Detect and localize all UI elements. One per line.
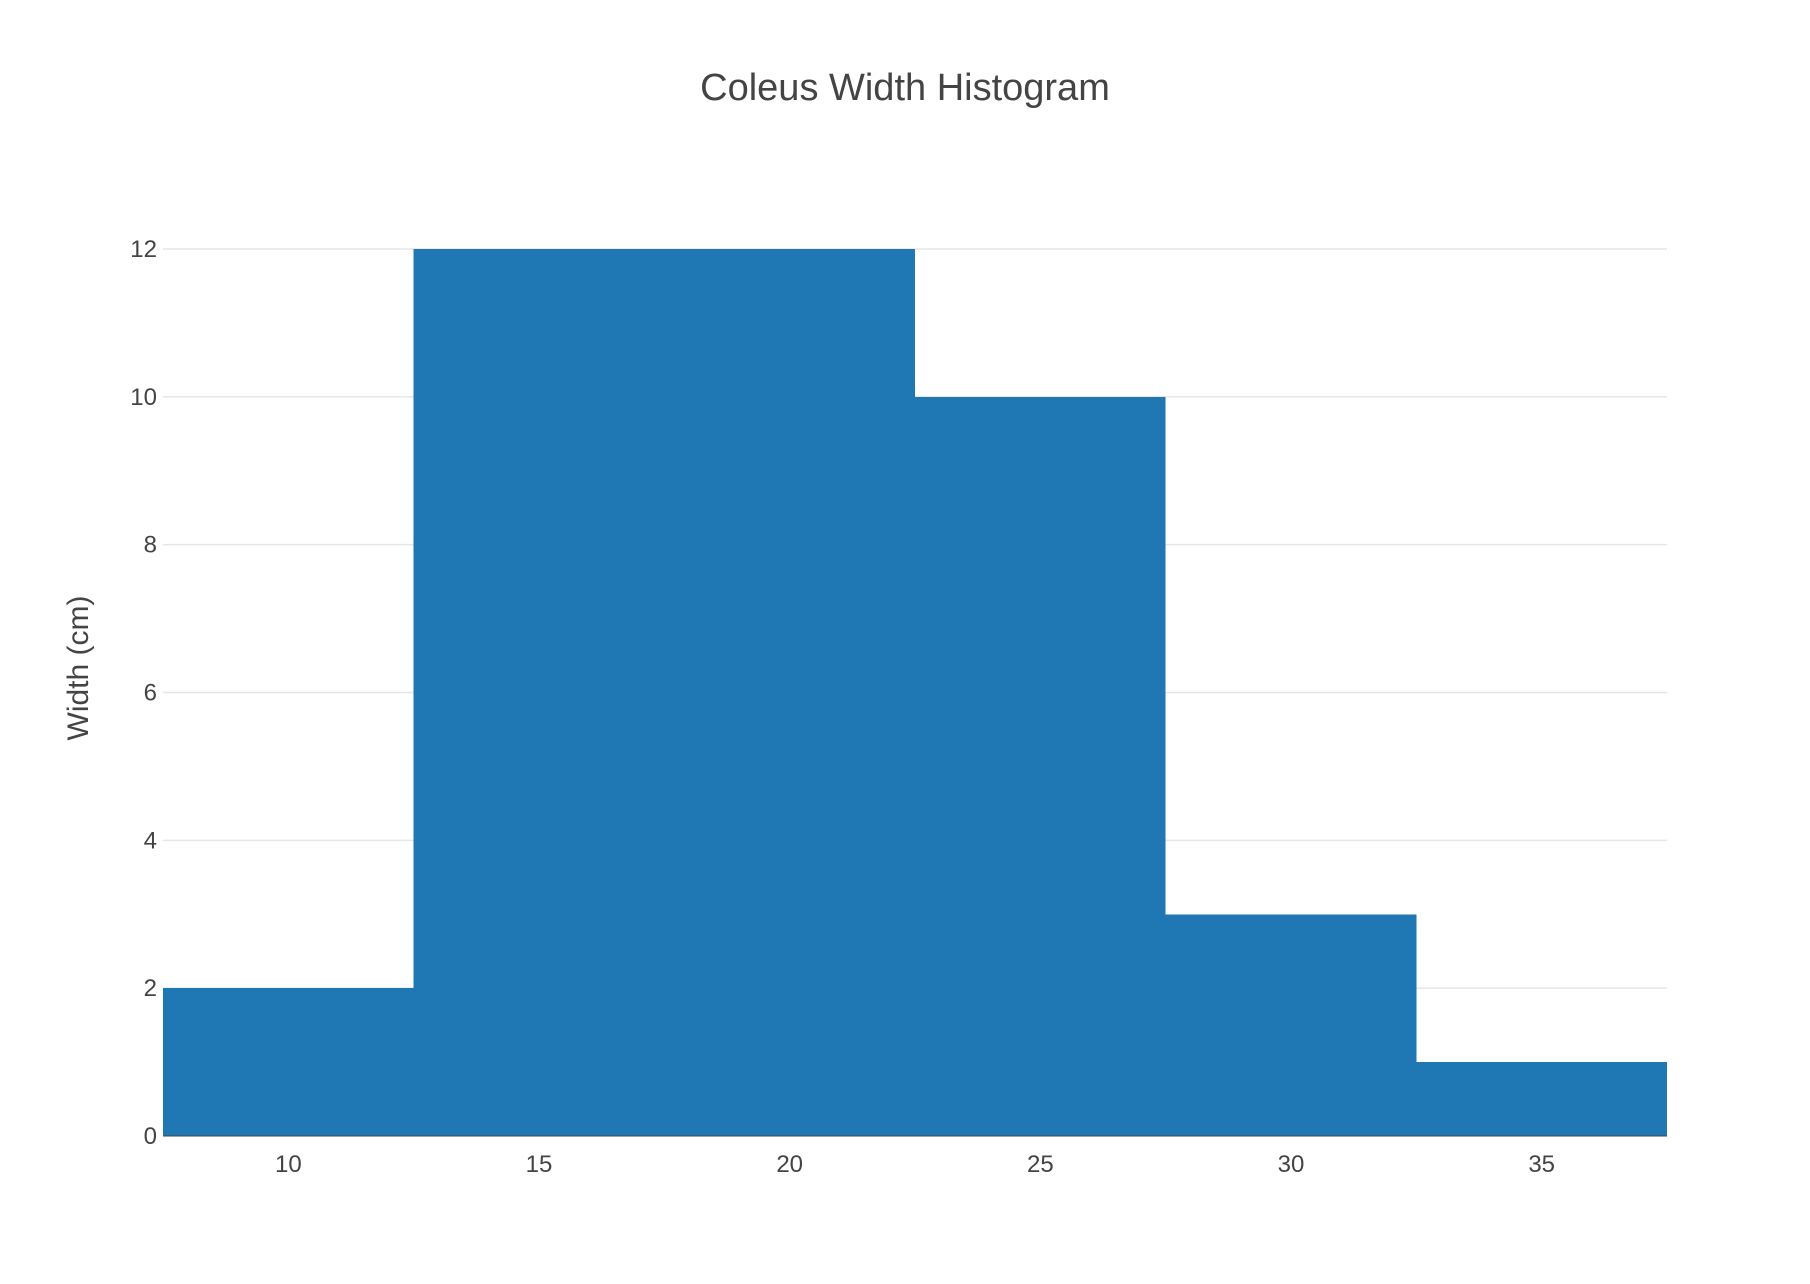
y-axis-ticks: 0 2 4 6 8 10 12 <box>130 236 157 1150</box>
x-axis-ticks: 10 15 20 25 30 35 <box>275 1151 1555 1178</box>
chart-title: Coleus Width Histogram <box>700 67 1110 109</box>
y-tick-label: 6 <box>144 680 157 707</box>
bars <box>163 249 1667 1137</box>
histogram-bar <box>1416 1062 1667 1136</box>
y-axis-title: Width (cm) <box>62 596 95 741</box>
y-tick-label: 0 <box>144 1123 157 1150</box>
y-tick-label: 8 <box>144 532 157 559</box>
histogram-bar <box>664 249 915 1136</box>
y-tick-label: 10 <box>130 384 157 411</box>
x-tick-label: 15 <box>526 1151 553 1178</box>
histogram-bar <box>163 988 414 1136</box>
x-tick-label: 25 <box>1027 1151 1054 1178</box>
x-tick-label: 35 <box>1528 1151 1555 1178</box>
x-tick-label: 10 <box>275 1151 302 1178</box>
x-tick-label: 20 <box>776 1151 803 1178</box>
y-tick-label: 12 <box>130 236 157 263</box>
histogram-bar <box>915 396 1166 1136</box>
y-tick-label: 2 <box>144 975 157 1002</box>
x-tick-label: 30 <box>1278 1151 1305 1178</box>
histogram-bar <box>413 249 665 1136</box>
y-tick-label: 4 <box>144 827 157 854</box>
histogram-bar <box>1165 914 1417 1136</box>
